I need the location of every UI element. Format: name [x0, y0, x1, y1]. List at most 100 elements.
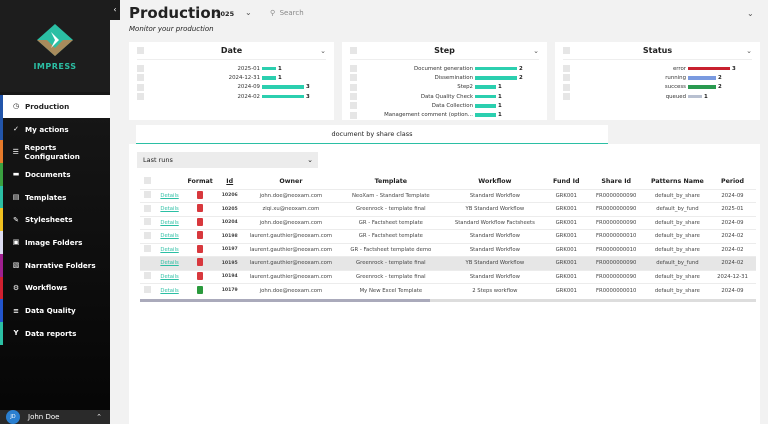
- column-header[interactable]: Id: [226, 177, 234, 185]
- filter-checkbox[interactable]: [563, 83, 570, 91]
- details-link[interactable]: Details: [160, 206, 179, 213]
- details-link[interactable]: Details: [160, 260, 179, 267]
- collapse-sidebar-button[interactable]: ‹: [110, 0, 120, 20]
- column-header[interactable]: [154, 174, 185, 189]
- row-checkbox[interactable]: [140, 202, 155, 216]
- chevron-down-icon[interactable]: ⌄: [746, 46, 752, 55]
- details-link[interactable]: Details: [160, 233, 179, 240]
- filter-row[interactable]: Data Collection 1: [350, 101, 547, 110]
- row-checkbox[interactable]: [140, 242, 155, 257]
- row-checkbox[interactable]: [140, 188, 155, 203]
- column-header[interactable]: Period: [721, 177, 744, 185]
- filter-checkbox[interactable]: [137, 93, 144, 101]
- filter-checkbox[interactable]: [137, 65, 144, 73]
- column-header[interactable]: Format: [187, 177, 213, 185]
- horizontal-scrollbar[interactable]: [140, 299, 756, 302]
- filter-checkbox[interactable]: [350, 74, 357, 82]
- filter-row[interactable]: 2024-02 3: [137, 92, 334, 101]
- filter-row[interactable]: Document generation 2: [350, 64, 547, 73]
- sidebar-item-reports-configuration[interactable]: ☰ Reports Configuration: [0, 140, 110, 164]
- filter-checkbox[interactable]: [350, 93, 357, 101]
- filter-card-step: Step ⌄ Document generation 2 Dissemination 2 S…: [342, 42, 547, 120]
- row-checkbox[interactable]: [140, 256, 155, 270]
- filter-row[interactable]: Data Quality Check 1: [350, 92, 547, 101]
- details-link[interactable]: Details: [160, 273, 179, 280]
- pdf-file-icon[interactable]: [184, 215, 216, 230]
- table-row[interactable]: Details 10179 john.doe@neoxam.com My New…: [140, 283, 756, 297]
- filter-checkbox[interactable]: [350, 83, 357, 91]
- chevron-down-icon[interactable]: ⌄: [245, 8, 252, 17]
- sidebar-item-workflows[interactable]: ⚙ Workflows: [0, 276, 110, 300]
- filter-checkbox[interactable]: [350, 102, 357, 110]
- chevron-down-icon[interactable]: ⌄: [320, 46, 326, 55]
- column-header[interactable]: Owner: [279, 177, 303, 185]
- row-checkbox[interactable]: [140, 283, 155, 297]
- filter-checkbox[interactable]: [563, 65, 570, 73]
- column-header[interactable]: Workflow: [478, 177, 512, 185]
- filter-row[interactable]: queued 1: [563, 92, 760, 101]
- year-select[interactable]: 2025: [216, 10, 235, 18]
- pdf-file-icon[interactable]: [184, 202, 216, 216]
- sidebar-item-production[interactable]: ◷ Production: [0, 95, 110, 118]
- filter-row[interactable]: Dissemination 2: [350, 73, 547, 82]
- sidebar-item-documents[interactable]: ▬ Documents: [0, 163, 110, 186]
- details-link[interactable]: Details: [160, 246, 179, 253]
- excel-file-icon[interactable]: [184, 283, 216, 297]
- pdf-file-icon[interactable]: [184, 229, 216, 243]
- filter-row[interactable]: 2024-12-31 1: [137, 73, 334, 82]
- filter-checkbox[interactable]: [350, 65, 357, 73]
- owner-cell: laurent.gauthier@neoxam.com: [244, 242, 338, 257]
- filter-checkbox[interactable]: [563, 93, 570, 101]
- details-link[interactable]: Details: [160, 287, 179, 294]
- filter-checkbox[interactable]: [137, 74, 144, 82]
- filter-checkbox[interactable]: [137, 83, 144, 91]
- sidebar-item-image-folders[interactable]: ▣ Image Folders: [0, 231, 110, 254]
- filter-row[interactable]: Management comment (option... 1: [350, 110, 547, 119]
- column-header[interactable]: Share Id: [601, 177, 632, 185]
- filter-row[interactable]: success 2: [563, 83, 760, 92]
- select-all-checkbox[interactable]: [140, 174, 154, 189]
- details-link[interactable]: Details: [160, 219, 179, 226]
- select-all-checkbox[interactable]: [563, 47, 570, 54]
- table-row[interactable]: Details 10198 laurent.gauthier@neoxam.co…: [140, 229, 756, 243]
- user-menu[interactable]: JD John Doe ⌃: [0, 410, 110, 424]
- row-checkbox[interactable]: [140, 229, 155, 243]
- chevron-down-icon[interactable]: ⌄: [747, 9, 754, 18]
- select-all-checkbox[interactable]: [137, 47, 144, 54]
- filter-row[interactable]: running 2: [563, 73, 760, 82]
- select-all-checkbox[interactable]: [350, 47, 357, 54]
- pdf-file-icon[interactable]: [184, 242, 216, 257]
- pdf-file-icon[interactable]: [184, 188, 216, 203]
- column-header[interactable]: Fund Id: [552, 177, 580, 185]
- pdf-file-icon[interactable]: [184, 269, 216, 284]
- sidebar-item-data-quality[interactable]: ≡ Data Quality: [0, 299, 110, 322]
- sidebar-item-narrative-folders[interactable]: ▧ Narrative Folders: [0, 253, 110, 277]
- column-header[interactable]: Patterns Name: [650, 177, 704, 185]
- filter-checkbox[interactable]: [563, 74, 570, 82]
- filter-row[interactable]: error 3: [563, 64, 760, 73]
- table-row[interactable]: Details 10195 laurent.gauthier@neoxam.co…: [140, 256, 756, 270]
- tab-document-by-share-class[interactable]: document by share class: [136, 125, 608, 144]
- pdf-file-icon[interactable]: [184, 256, 216, 270]
- filter-row[interactable]: Step2 1: [350, 83, 547, 92]
- sidebar-item-stylesheets[interactable]: ✎ Stylesheets: [0, 208, 110, 232]
- search-input[interactable]: ⚲ Search: [270, 9, 304, 17]
- table-row[interactable]: Details 10194 laurent.gauthier@neoxam.co…: [140, 269, 756, 284]
- table-row[interactable]: Details 10205 ziqi.xu@neoxam.com Greenro…: [140, 202, 756, 216]
- sidebar-item-templates[interactable]: ▤ Templates: [0, 185, 110, 209]
- row-checkbox[interactable]: [140, 269, 155, 284]
- sidebar-item-my-actions[interactable]: ✓ My actions: [0, 117, 110, 141]
- table-row[interactable]: Details 10206 john.doe@neoxam.com NeoXam…: [140, 188, 756, 203]
- table-row[interactable]: Details 10204 john.doe@neoxam.com GR - F…: [140, 215, 756, 230]
- table-row[interactable]: Details 10197 laurent.gauthier@neoxam.co…: [140, 242, 756, 257]
- row-checkbox[interactable]: [140, 215, 155, 230]
- filter-bar: [262, 76, 276, 80]
- runs-select[interactable]: Last runs ⌄: [137, 152, 318, 168]
- details-link[interactable]: Details: [160, 192, 179, 199]
- chevron-down-icon[interactable]: ⌄: [533, 46, 539, 55]
- sidebar-item-data-reports[interactable]: Y Data reports: [0, 321, 110, 345]
- filter-row[interactable]: 2024-09 3: [137, 83, 334, 92]
- filter-row[interactable]: 2025-01 1: [137, 64, 334, 73]
- filter-checkbox[interactable]: [350, 111, 357, 119]
- column-header[interactable]: Template: [374, 177, 408, 185]
